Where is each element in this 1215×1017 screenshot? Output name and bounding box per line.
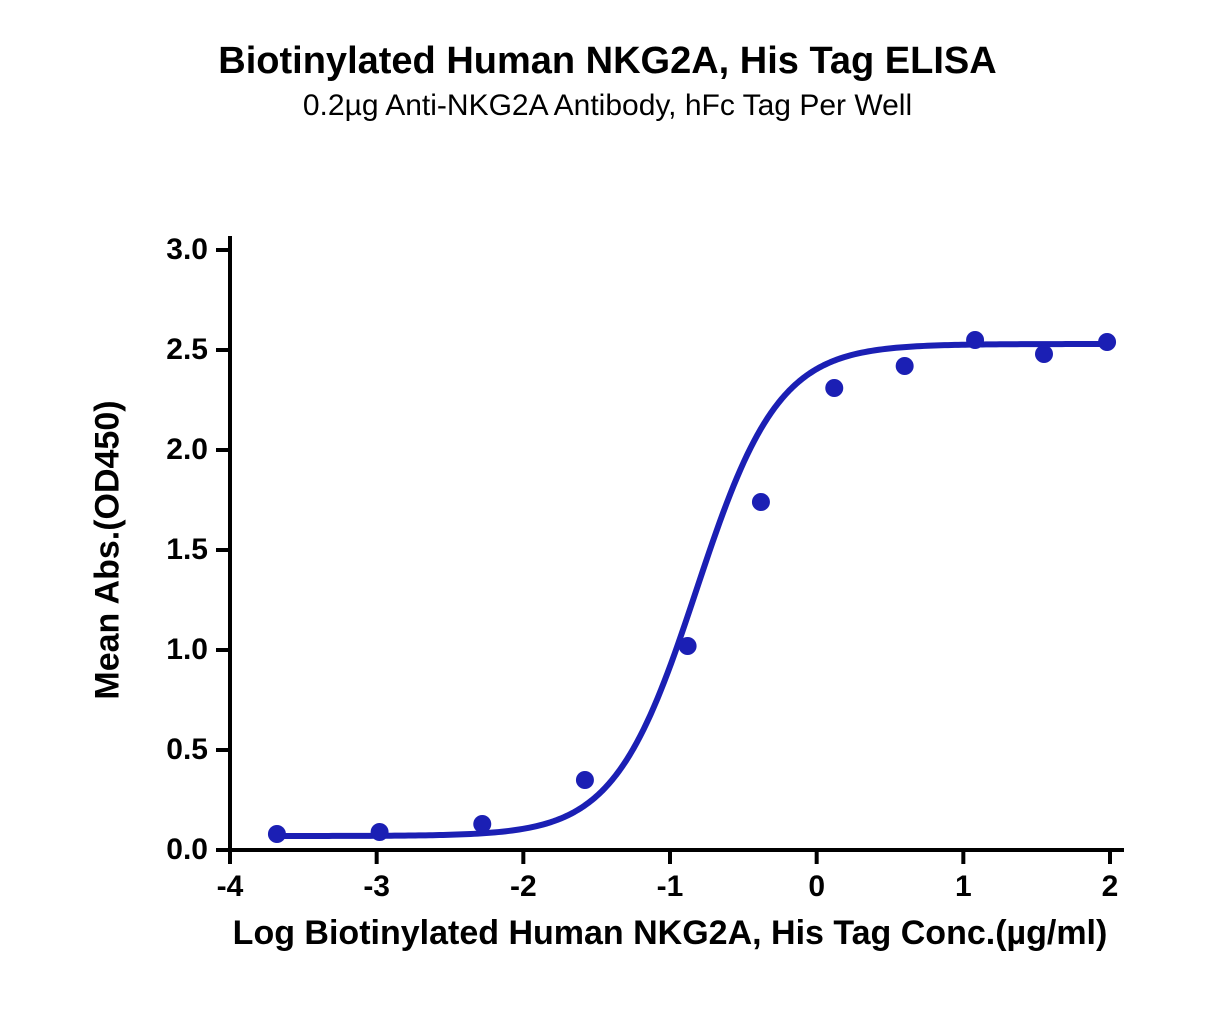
x-tick-label: 0 [808, 870, 825, 904]
x-tick-label: 1 [955, 870, 972, 904]
y-tick-label: 0.5 [148, 733, 208, 767]
data-point [473, 815, 491, 833]
y-tick-label: 2.5 [148, 333, 208, 367]
x-tick-label: -4 [217, 870, 244, 904]
y-tick-label: 2.0 [148, 433, 208, 467]
y-axis-label: Mean Abs.(OD450) [89, 400, 128, 699]
data-point [1035, 345, 1053, 363]
data-point [679, 637, 697, 655]
data-point [1098, 333, 1116, 351]
y-tick-label: 1.0 [148, 633, 208, 667]
x-tick-label: -1 [657, 870, 684, 904]
data-point [371, 823, 389, 841]
y-tick-label: 1.5 [148, 533, 208, 567]
x-tick-label: -3 [363, 870, 390, 904]
data-point [268, 825, 286, 843]
data-point [576, 771, 594, 789]
x-tick-label: 2 [1102, 870, 1119, 904]
data-point [752, 493, 770, 511]
y-tick-label: 3.0 [148, 233, 208, 267]
x-tick-label: -2 [510, 870, 537, 904]
data-point [825, 379, 843, 397]
x-axis-label: Log Biotinylated Human NKG2A, His Tag Co… [233, 914, 1108, 953]
data-point [966, 331, 984, 349]
elisa-figure: Biotinylated Human NKG2A, His Tag ELISA … [0, 0, 1215, 1017]
data-point [896, 357, 914, 375]
fit-curve [277, 344, 1107, 836]
y-tick-label: 0.0 [148, 833, 208, 867]
